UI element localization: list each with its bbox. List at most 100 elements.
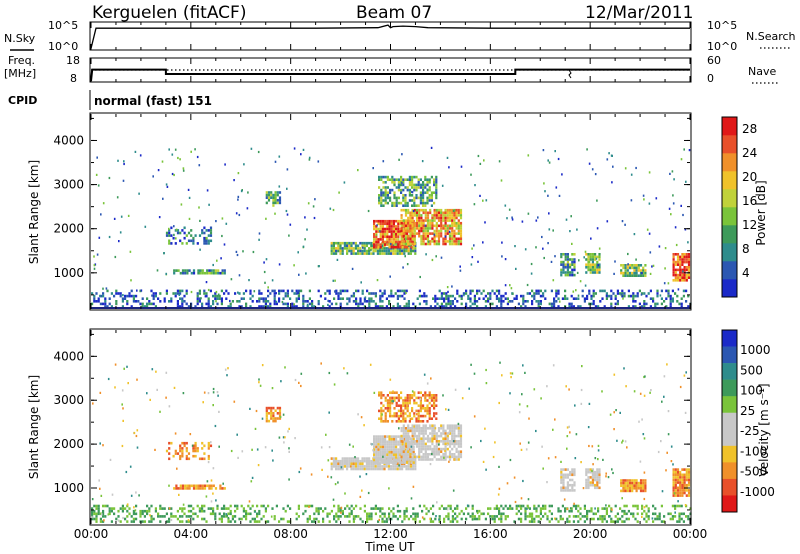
echo-cell xyxy=(360,416,363,419)
echo-cell xyxy=(680,297,683,300)
echo-cell xyxy=(212,484,215,488)
echo-cell xyxy=(433,432,436,435)
echo-cell xyxy=(399,443,402,446)
echo-cell xyxy=(406,232,409,236)
echo-cell xyxy=(146,305,149,308)
echo-cell xyxy=(352,515,355,518)
echo-cell xyxy=(533,292,536,295)
echo-cell xyxy=(583,504,586,508)
echo-cell xyxy=(526,504,529,508)
echo-cell xyxy=(422,445,425,448)
echo-cell xyxy=(302,245,305,248)
echo-cell xyxy=(681,476,684,479)
echo-cell xyxy=(544,289,547,293)
echo-cell xyxy=(402,183,405,187)
echo-cell xyxy=(124,517,127,521)
echo-cell xyxy=(386,243,389,246)
echo-cell xyxy=(598,258,601,261)
echo-cell xyxy=(465,517,468,521)
echo-cell xyxy=(459,453,463,456)
echo-cell xyxy=(414,517,417,521)
echo-cell xyxy=(589,255,592,259)
echo-cell xyxy=(420,224,423,228)
echo-cell xyxy=(175,237,177,240)
echo-cell xyxy=(679,470,682,474)
echo-cell xyxy=(370,507,373,510)
echo-cell xyxy=(420,242,423,246)
echo-cell xyxy=(521,220,524,223)
echo-cell xyxy=(220,289,223,293)
echo-cell xyxy=(381,238,384,241)
echo-cell xyxy=(428,196,431,200)
echo-cell xyxy=(650,389,652,392)
cpid-value: normal (fast) 151 xyxy=(94,94,212,108)
echo-cell xyxy=(484,305,487,308)
echo-cell xyxy=(392,245,395,249)
echo-cell xyxy=(619,292,622,295)
echo-cell xyxy=(631,274,634,277)
echo-cell xyxy=(413,224,416,228)
echo-cell xyxy=(190,229,193,232)
echo-cell xyxy=(623,512,626,516)
echo-cell xyxy=(555,517,558,521)
echo-cell xyxy=(559,509,562,513)
echo-cell xyxy=(515,507,518,510)
echo-cell xyxy=(422,224,425,228)
echo-cell xyxy=(418,424,421,427)
velocity-ylabel: Slant Range [km] xyxy=(27,375,41,479)
echo-cell xyxy=(586,294,589,298)
echo-cell xyxy=(192,269,196,272)
echo-cell xyxy=(451,211,454,215)
echo-cell xyxy=(343,247,346,250)
echo-cell xyxy=(515,504,518,508)
echo-cell xyxy=(132,297,135,300)
echo-cell xyxy=(632,504,635,508)
echo-cell xyxy=(245,302,248,306)
echo-cell xyxy=(506,515,509,518)
echo-cell xyxy=(558,300,561,303)
echo-cell xyxy=(635,487,638,490)
echo-cell xyxy=(393,412,396,415)
echo-cell xyxy=(469,292,472,295)
echo-cell xyxy=(359,495,362,498)
echo-cell xyxy=(413,432,416,435)
echo-cell xyxy=(684,411,687,414)
echo-cell xyxy=(256,448,259,451)
echo-cell xyxy=(383,292,386,295)
echo-cell xyxy=(620,481,623,485)
echo-cell xyxy=(442,240,445,243)
echo-cell xyxy=(384,453,387,457)
echo-cell xyxy=(669,297,672,300)
echo-cell xyxy=(185,234,188,237)
echo-cell xyxy=(227,305,230,308)
echo-cell xyxy=(588,289,591,293)
echo-cell xyxy=(141,512,144,516)
echo-cell xyxy=(333,297,336,300)
echo-cell xyxy=(569,470,572,474)
echo-cell xyxy=(106,504,109,508)
echo-cell xyxy=(332,208,335,212)
echo-cell xyxy=(451,453,454,456)
echo-cell xyxy=(91,516,93,519)
echo-cell xyxy=(431,437,434,440)
echo-cell xyxy=(393,414,396,418)
echo-cell xyxy=(402,399,405,402)
echo-cell xyxy=(208,269,211,272)
echo-cell xyxy=(267,305,270,308)
echo-cell xyxy=(596,486,599,490)
echo-cell xyxy=(566,253,569,256)
echo-cell xyxy=(411,234,414,238)
echo-cell xyxy=(542,247,544,250)
echo-cell xyxy=(150,289,153,293)
echo-cell xyxy=(395,227,398,231)
echo-cell xyxy=(404,242,408,246)
echo-cell xyxy=(478,517,481,521)
echo-cell xyxy=(395,245,398,249)
echo-cell xyxy=(401,465,404,468)
echo-cell xyxy=(196,300,199,303)
echo-cell xyxy=(685,260,688,264)
echo-cell xyxy=(206,269,209,272)
echo-cell xyxy=(93,297,96,300)
echo-cell xyxy=(256,512,259,516)
echo-cell xyxy=(422,201,425,205)
